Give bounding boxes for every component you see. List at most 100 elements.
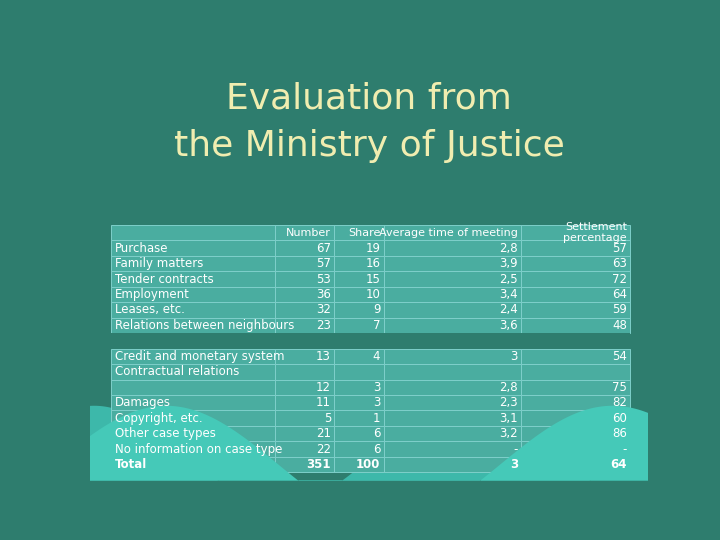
Text: 2,8: 2,8 [499,241,518,254]
Bar [521,271,630,287]
Text: 10: 10 [366,288,380,301]
Bar [521,302,630,318]
Text: 9: 9 [373,303,380,316]
Text: 351: 351 [307,458,331,471]
Bar [521,318,630,333]
Bar [334,426,384,441]
Bar [274,349,334,364]
Bar [274,225,334,240]
Bar [111,333,630,349]
Bar [521,225,630,240]
Text: Employment: Employment [114,288,189,301]
Text: Settlement
percentage: Settlement percentage [563,222,627,244]
Text: 32: 32 [316,303,331,316]
Bar [334,364,384,380]
Text: 72: 72 [612,273,627,286]
Text: 15: 15 [366,273,380,286]
Bar [521,240,630,256]
Text: Leases, etc.: Leases, etc. [114,303,184,316]
Bar [274,380,334,395]
Bar [384,364,521,380]
Text: 2,4: 2,4 [499,303,518,316]
Text: 75: 75 [612,381,627,394]
Bar [334,395,384,410]
Text: 2,8: 2,8 [499,381,518,394]
Text: Damages: Damages [114,396,171,409]
Bar [521,287,630,302]
Text: 86: 86 [612,427,627,440]
Bar [521,410,630,426]
Bar [274,410,334,426]
Bar [334,318,384,333]
Text: Family matters: Family matters [114,257,203,270]
Text: 59: 59 [612,303,627,316]
Text: Contractual relations: Contractual relations [114,365,239,379]
Text: 3: 3 [510,458,518,471]
Text: 64: 64 [611,458,627,471]
Bar [111,349,274,364]
Text: Average time of meeting: Average time of meeting [379,228,518,238]
Bar [111,395,274,410]
Text: 3,9: 3,9 [499,257,518,270]
Text: Evaluation from
the Ministry of Justice: Evaluation from the Ministry of Justice [174,82,564,163]
Text: -: - [513,443,518,456]
Text: 5: 5 [323,411,331,424]
Bar [521,349,630,364]
Text: 3,2: 3,2 [499,427,518,440]
Bar [521,256,630,271]
Text: 12: 12 [316,381,331,394]
Text: Relations between neighbours: Relations between neighbours [114,319,294,332]
Text: 54: 54 [612,350,627,363]
Bar [274,271,334,287]
Bar [274,426,334,441]
Text: Copyright, etc.: Copyright, etc. [114,411,202,424]
Bar [384,225,521,240]
Text: No information on case type: No information on case type [114,443,282,456]
Bar [274,240,334,256]
Text: 64: 64 [612,288,627,301]
Bar [334,410,384,426]
Text: 1: 1 [373,411,380,424]
Bar [334,256,384,271]
Bar [384,457,521,472]
Bar [521,426,630,441]
Bar [274,457,334,472]
Text: 3: 3 [373,381,380,394]
Bar [521,457,630,472]
Bar [384,441,521,457]
Text: 6: 6 [373,427,380,440]
Text: 2,3: 2,3 [499,396,518,409]
Text: Number: Number [286,228,331,238]
Text: 53: 53 [316,273,331,286]
Text: 3,4: 3,4 [499,288,518,301]
Bar [334,240,384,256]
Bar [334,457,384,472]
Bar [274,441,334,457]
Text: Credit and monetary system: Credit and monetary system [114,350,284,363]
Bar [334,380,384,395]
Bar [274,318,334,333]
Bar [111,240,274,256]
Text: 11: 11 [316,396,331,409]
Bar [384,395,521,410]
Text: 57: 57 [612,241,627,254]
Text: 100: 100 [356,458,380,471]
Bar [384,349,521,364]
Bar [384,287,521,302]
Text: 3: 3 [510,350,518,363]
Polygon shape [90,406,648,505]
Bar [274,395,334,410]
Bar [111,256,274,271]
Bar [384,302,521,318]
Text: 21: 21 [316,427,331,440]
Text: 2,5: 2,5 [499,273,518,286]
Text: Tender contracts: Tender contracts [114,273,213,286]
Text: Purchase: Purchase [114,241,168,254]
Text: 16: 16 [365,257,380,270]
Text: 19: 19 [365,241,380,254]
Bar [384,380,521,395]
Text: 57: 57 [316,257,331,270]
Bar [111,426,274,441]
Bar [274,287,334,302]
Text: 36: 36 [316,288,331,301]
